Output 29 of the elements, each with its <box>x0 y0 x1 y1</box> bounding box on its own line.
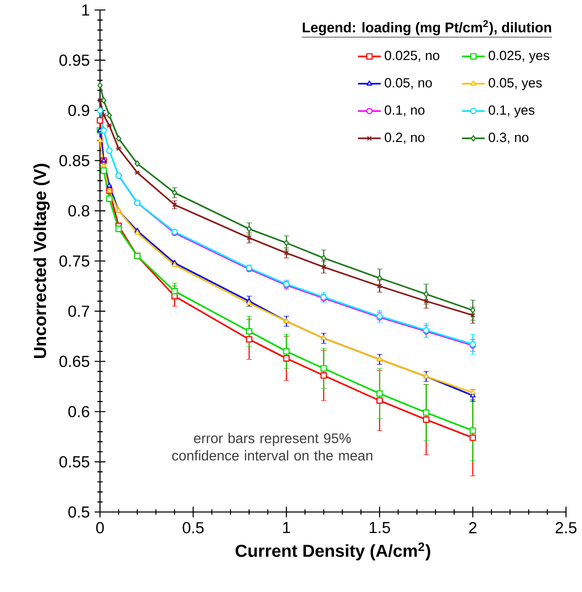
y-tick-label: 0.6 <box>68 406 90 418</box>
y-tick-label: 0.5 <box>68 506 90 518</box>
legend-label: 0.05, yes <box>488 78 542 90</box>
y-tick-label: 0.85 <box>60 154 90 166</box>
y-tick-label: 0.95 <box>60 54 90 66</box>
legend-label: 0.1, yes <box>488 105 535 118</box>
legend-label: 0.3, no <box>488 132 529 144</box>
x-tick-label: 0 <box>96 522 104 534</box>
legend-title: Legend: loading (mg Pt/cm$^{2}$), dilution <box>303 20 552 36</box>
y-tick-label: 0.75 <box>60 255 90 267</box>
x-axis-title: Current Density (A/cm$^{2}$) <box>236 542 430 560</box>
y-tick-label: 1 <box>82 4 90 16</box>
annotation: error bars represent 95% confidence interval on the mean <box>172 432 372 461</box>
x-tick-label: 2.5 <box>556 522 577 534</box>
legend-label: 0.05, no <box>384 78 432 90</box>
x-tick-label: 1 <box>283 522 290 534</box>
legend-label: 0.2, no <box>384 132 425 144</box>
y-tick-label: 0.9 <box>68 104 90 116</box>
x-tick-label: 2 <box>469 522 477 534</box>
y-tick-label: 0.7 <box>68 306 90 317</box>
y-tick-label: 0.55 <box>60 456 90 468</box>
x-tick-label: 1.5 <box>370 522 390 534</box>
x-tick-label: 0.5 <box>182 522 204 534</box>
y-tick-label: 0.65 <box>60 356 90 368</box>
legend-label: 0.025, yes <box>488 50 550 63</box>
legend-label: 0.025, no <box>384 50 440 62</box>
y-tick-label: 0.8 <box>68 205 90 216</box>
legend-label: 0.1, no <box>384 105 425 116</box>
y-axis-title: Uncorrected Voltage (V) <box>34 164 50 358</box>
